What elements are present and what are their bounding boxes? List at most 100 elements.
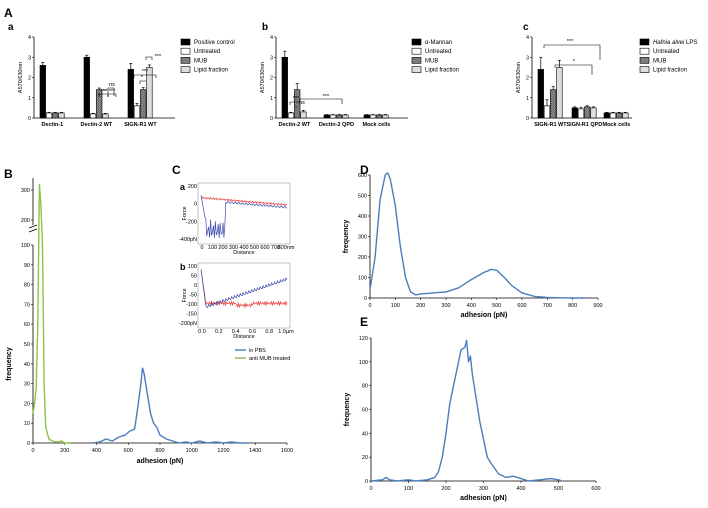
x-axis-label: Distance: [233, 334, 254, 340]
y-axis-label: A570/630nm: [18, 61, 24, 93]
x-tick-label: 100: [404, 486, 413, 492]
y-tick-label: 0: [194, 202, 197, 208]
y-axis-label: frequency: [343, 220, 350, 254]
bar-c: [577, 108, 585, 119]
y-tick-label: 90: [24, 263, 30, 269]
y-tick-label: 60: [362, 408, 368, 414]
x-tick-label: 400: [239, 245, 248, 251]
legend-entry: Lipid fraction: [425, 68, 459, 74]
legend-entry: Untreated: [194, 49, 220, 55]
y-tick-label: 3: [270, 55, 273, 61]
y-tick-label: 100: [188, 264, 197, 270]
y-tick-label: 100: [359, 360, 368, 366]
bar-c: [584, 106, 591, 119]
significance-label: ***: [155, 54, 162, 60]
y-tick-label: 0: [194, 283, 197, 289]
x-tick-label: 1400: [249, 448, 261, 454]
y-tick-label: -200: [186, 219, 197, 225]
y-tick-label: 10: [24, 421, 30, 427]
y-tick-label: 0: [364, 296, 367, 302]
figure-label-E: E: [360, 315, 368, 329]
y-tick-label: 20: [24, 401, 30, 407]
y-tick-label: 80: [24, 283, 30, 289]
y-tick-label: 300: [21, 188, 30, 194]
figure-label-A: A: [4, 6, 13, 20]
y-tick-label: 2: [526, 76, 529, 82]
y-axis-label: A570/630nm: [260, 61, 266, 93]
y-tick-label: 20: [362, 455, 368, 461]
significance-bracket: [299, 98, 343, 104]
bar-a: [58, 112, 65, 119]
x-tick-label: 0.8: [265, 329, 273, 335]
bar-a: [83, 56, 90, 119]
x-tick-label: 600: [124, 448, 133, 454]
series-line: [370, 339, 563, 482]
x-category-label: Dectin-1: [42, 122, 64, 128]
x-tick-label: 500: [250, 245, 259, 251]
bar-c: [571, 107, 578, 119]
y-tick-label: 0: [270, 116, 273, 122]
y-tick-label: 120: [359, 336, 368, 342]
y-tick-label: 200: [188, 184, 197, 190]
x-category-label: SIGN-R1 QPD: [567, 122, 603, 128]
y-tick-label: 100: [21, 243, 30, 249]
legend-swatch: [180, 57, 191, 64]
significance-bracket: [554, 64, 593, 75]
significance-label: ns: [109, 82, 115, 88]
legend-entry: Untreated: [425, 49, 451, 55]
bar-b: [287, 112, 295, 119]
force-plot-frame: [197, 262, 291, 329]
bar-c: [603, 112, 610, 119]
x-tick-label: 100: [208, 245, 217, 251]
y-tick-label: 4: [28, 35, 31, 41]
x-tick-label: 300: [229, 245, 238, 251]
legend-entry: anti MUB treated: [249, 356, 290, 362]
x-tick-label: 600: [260, 245, 269, 251]
y-tick-label: 0: [27, 441, 30, 447]
y-tick-label: -100: [186, 302, 197, 308]
x-axis-label: adhesion (pN): [137, 458, 184, 465]
y-tick-label: 100: [358, 276, 367, 282]
y-tick-label: 0: [365, 479, 368, 485]
subpanel-label-b: b: [180, 262, 186, 272]
y-tick-label: -200pN: [179, 321, 197, 327]
y-tick-label: 60: [24, 322, 30, 328]
panel-label-c: c: [523, 22, 529, 33]
y-axis-label: frequency: [6, 347, 13, 381]
figure-label-D: D: [360, 163, 369, 177]
significance-label: ***: [109, 89, 116, 95]
legend-swatch: [639, 57, 650, 64]
y-tick-label: 200: [358, 255, 367, 261]
x-tick-label: 600: [591, 486, 600, 492]
y-tick-label: 40: [24, 362, 30, 368]
x-axis-label: adhesion (pN): [460, 495, 507, 502]
x-tick-label: 200: [218, 245, 227, 251]
y-tick-label: -400pN: [179, 237, 197, 243]
y-tick-label: 500: [358, 194, 367, 200]
figure-label-C: C: [172, 163, 181, 177]
x-tick-label: 200: [416, 303, 425, 309]
x-category-label: SIGN-R1 WT: [124, 122, 157, 128]
legend-swatch: [639, 38, 650, 46]
x-tick-label: 0.0: [198, 329, 206, 335]
x-axis-label: Distance: [233, 250, 254, 256]
x-category-label: Dectin-2 QPD: [319, 122, 354, 128]
y-tick-label: 2: [270, 76, 273, 82]
x-tick-label: 0: [31, 448, 34, 454]
y-tick-label: 1: [28, 96, 31, 102]
significance-label: *: [141, 75, 144, 81]
x-tick-label: 0: [368, 303, 371, 309]
x-tick-label: 1.0µm: [278, 329, 294, 335]
significance-bracket: [139, 80, 146, 84]
x-axis-label: adhesion (pN): [461, 312, 508, 319]
y-tick-label: 1: [526, 96, 529, 102]
bar-b: [376, 114, 383, 119]
y-tick-label: 0: [28, 116, 31, 122]
bar-c: [550, 89, 557, 119]
x-tick-label: 100: [391, 303, 400, 309]
panel-label-b: b: [262, 22, 268, 33]
x-tick-label: 800: [155, 448, 164, 454]
subpanel-label-a: a: [180, 182, 186, 192]
x-tick-label: 400: [92, 448, 101, 454]
